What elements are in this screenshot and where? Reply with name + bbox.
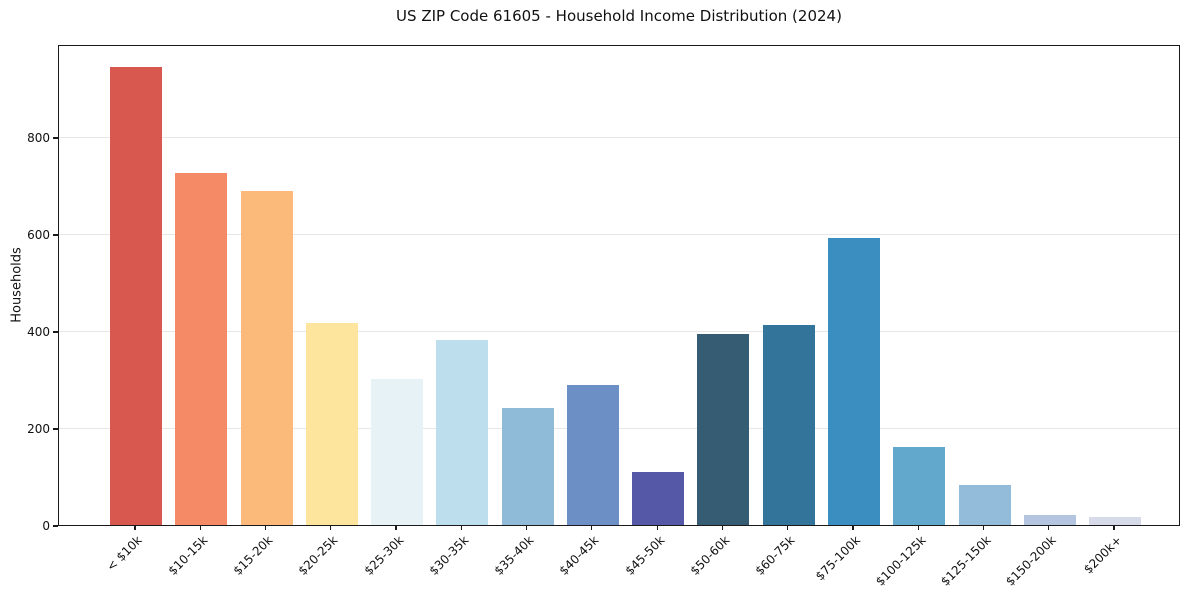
y-tick-label-800: 800: [27, 131, 50, 146]
bar-$45-50k: [632, 471, 685, 525]
x-tick-mark: [591, 526, 593, 530]
x-tick-mark: [134, 526, 136, 530]
x-tick-mark: [787, 526, 789, 530]
x-tick-mark: [1113, 526, 1115, 530]
y-tick-label-400: 400: [27, 325, 50, 340]
y-tick-mark-0: [53, 525, 58, 527]
x-tick-mark: [982, 526, 985, 530]
gridline-400: [59, 330, 1179, 332]
x-tick-label-$30-35k: $30-35k: [426, 533, 472, 578]
bar-$200k+: [1089, 516, 1142, 525]
y-tick-mark-400: [53, 331, 58, 333]
bar-$40-45k: [566, 384, 619, 525]
gridline-800: [59, 136, 1179, 138]
x-tick-label-$20-25k: $20-25k: [295, 533, 341, 578]
gridline-200: [59, 427, 1179, 429]
y-tick-label-600: 600: [27, 228, 50, 243]
y-tick-mark-800: [53, 137, 58, 139]
x-tick-label-$35-40k: $35-40k: [491, 533, 537, 578]
y-axis-label: Households: [9, 247, 25, 323]
x-tick-label-$40-45k: $40-45k: [556, 533, 602, 578]
x-tick-mark: [1048, 526, 1050, 530]
bar-$60-75k: [762, 324, 815, 525]
x-tick-mark: [395, 526, 397, 530]
x-tick-label-$75-100k: $75-100k: [812, 533, 863, 584]
x-tick-mark: [460, 526, 462, 530]
bar-$20-25k: [305, 323, 358, 525]
x-tick-mark: [199, 526, 201, 530]
x-tick-mark: [526, 526, 528, 530]
plot-area: [58, 45, 1180, 526]
x-tick-label-$200k+: $200k+: [1080, 533, 1124, 577]
x-tick-mark: [330, 526, 332, 530]
x-tick-label-$25-30k: $25-30k: [361, 533, 406, 578]
x-tick-label-$125-150k: $125-150k: [937, 533, 994, 589]
y-tick-label-200: 200: [27, 422, 50, 437]
chart-title: US ZIP Code 61605 - Household Income Dis…: [396, 7, 842, 25]
bar-$10-15k: [175, 172, 228, 525]
x-tick-label-$60-75k: $60-75k: [752, 533, 798, 578]
x-tick-mark: [656, 526, 658, 530]
bar-$75-100k: [827, 237, 880, 525]
y-tick-label-0: 0: [42, 519, 50, 533]
x-tick-label-< $10k: < $10k: [104, 533, 145, 574]
x-tick-label-$50-60k: $50-60k: [687, 533, 733, 578]
x-tick-label-$15-20k: $15-20k: [230, 533, 276, 578]
x-tick-label-$100-125k: $100-125k: [872, 533, 929, 589]
bar-$25-30k: [371, 378, 424, 525]
gridline-600: [59, 233, 1179, 235]
bar-$100-125k: [893, 446, 946, 525]
x-tick-mark: [917, 526, 919, 530]
x-tick-mark: [264, 526, 267, 530]
y-tick-mark-600: [53, 234, 58, 236]
bar-$50-60k: [697, 334, 750, 525]
bar-< $10k: [110, 66, 162, 525]
bar-$150-200k: [1023, 514, 1076, 525]
x-tick-mark: [721, 526, 724, 530]
bar-$30-35k: [436, 339, 489, 525]
x-tick-label-$10-15k: $10-15k: [165, 533, 211, 578]
bar-$35-40k: [501, 408, 554, 525]
x-tick-label-$150-200k: $150-200k: [1002, 533, 1059, 589]
x-tick-label-$45-50k: $45-50k: [622, 533, 668, 578]
x-tick-mark: [852, 526, 854, 530]
bar-$15-20k: [240, 190, 293, 525]
y-tick-mark-200: [53, 428, 58, 430]
bar-$125-150k: [958, 485, 1011, 525]
